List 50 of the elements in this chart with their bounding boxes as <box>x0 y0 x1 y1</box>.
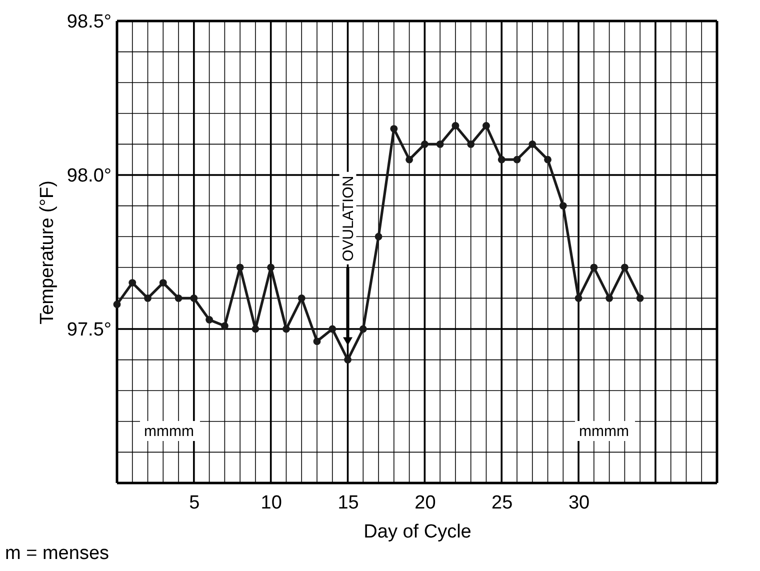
y-axis-title: Temperature (°F) <box>36 180 58 324</box>
x-tick-label: 25 <box>492 492 513 514</box>
point <box>236 264 244 272</box>
point <box>298 294 306 302</box>
point <box>574 294 582 302</box>
point <box>406 156 414 164</box>
point <box>374 232 382 240</box>
point <box>544 156 552 164</box>
annotation: mmmm <box>144 423 194 440</box>
point <box>313 338 321 346</box>
x-axis-title: Day of Cycle <box>364 522 472 542</box>
point <box>467 140 475 148</box>
y-tick-label: 98.5° <box>66 12 112 32</box>
x-tick-label: 10 <box>260 492 282 514</box>
point <box>113 300 121 308</box>
point <box>128 279 136 286</box>
point <box>328 325 336 333</box>
x-tick-label: 5 <box>189 492 200 514</box>
point <box>282 325 290 333</box>
x-tick-label: 20 <box>414 492 436 514</box>
point <box>159 279 167 286</box>
point <box>420 140 428 148</box>
point <box>636 294 644 302</box>
point <box>344 356 352 364</box>
y-tick-label: 97.5° <box>66 320 112 340</box>
x-tick-label: 30 <box>568 492 590 514</box>
point <box>359 325 367 333</box>
annotation: mmmm <box>579 423 629 440</box>
point <box>590 264 598 272</box>
point <box>498 156 506 164</box>
point <box>390 125 398 132</box>
point <box>206 316 214 324</box>
point <box>452 122 460 130</box>
point <box>220 322 228 330</box>
point <box>528 140 536 148</box>
y-tick-label: 98.0° <box>66 166 112 186</box>
point <box>559 202 567 210</box>
point <box>482 122 490 130</box>
point <box>620 264 628 272</box>
text: m = menses <box>5 543 110 564</box>
x-tick-label: 15 <box>338 492 359 514</box>
point <box>190 294 198 302</box>
point <box>174 294 182 302</box>
point <box>267 264 275 272</box>
annotation: OVULATION <box>340 176 357 262</box>
point <box>436 140 444 148</box>
point <box>144 294 152 302</box>
point <box>606 294 614 302</box>
point <box>252 325 260 333</box>
point <box>513 156 521 164</box>
